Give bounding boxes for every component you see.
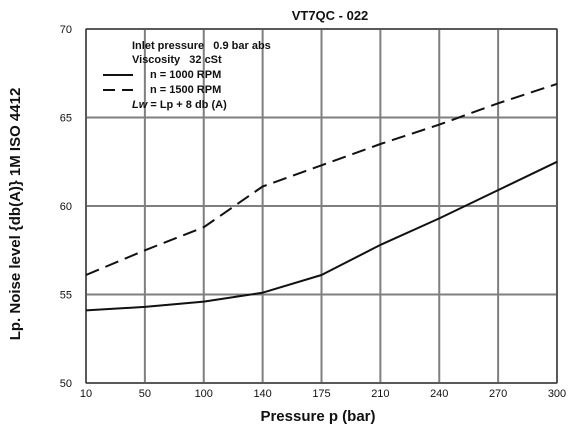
legend-lw-formula: Lw = Lp + 8 db (A)	[132, 99, 227, 111]
y-axis-label: Lp. Noise level {db(A)} 1M ISO 4412	[7, 88, 24, 341]
y-tick-labels: 50 55 60 65 70	[60, 24, 72, 390]
x-tick-label-140: 140	[253, 388, 271, 400]
legend-label-1000rpm: n = 1000 RPM	[150, 69, 221, 81]
series-group	[85, 82, 558, 312]
legend-viscosity: Viscosity 32 cSt	[132, 54, 222, 66]
grid-group	[85, 28, 558, 384]
legend: Inlet pressure 0.9 bar abs Viscosity 32 …	[103, 40, 271, 111]
x-tick-label-100: 100	[195, 388, 213, 400]
chart-title: VT7QC - 022	[292, 8, 369, 23]
series-line-1500rpm	[85, 82, 558, 276]
series-line-1000rpm	[85, 160, 558, 312]
x-tick-label-300: 300	[548, 388, 566, 400]
y-tick-label-60: 60	[60, 201, 72, 213]
y-tick-label-55: 55	[60, 290, 72, 302]
plot-frame	[85, 28, 558, 384]
x-tick-label-270: 270	[489, 388, 507, 400]
x-tick-labels: 10 50 100 140 175 210 240 270 300	[80, 388, 566, 400]
legend-inlet-pressure: Inlet pressure 0.9 bar abs	[132, 40, 271, 52]
x-tick-label-50: 50	[139, 388, 151, 400]
x-axis-label: Pressure p (bar)	[260, 408, 375, 425]
x-tick-label-210: 210	[371, 388, 389, 400]
legend-lw-equation: = Lp + 8 db (A)	[147, 99, 227, 111]
legend-label-1500rpm: n = 1500 RPM	[150, 84, 221, 96]
y-tick-label-70: 70	[60, 24, 72, 36]
y-tick-label-50: 50	[60, 378, 72, 390]
x-tick-label-10: 10	[80, 388, 92, 400]
x-tick-label-240: 240	[430, 388, 448, 400]
x-tick-label-175: 175	[312, 388, 330, 400]
legend-lw-symbol: Lw	[132, 99, 149, 111]
y-tick-label-65: 65	[60, 113, 72, 125]
